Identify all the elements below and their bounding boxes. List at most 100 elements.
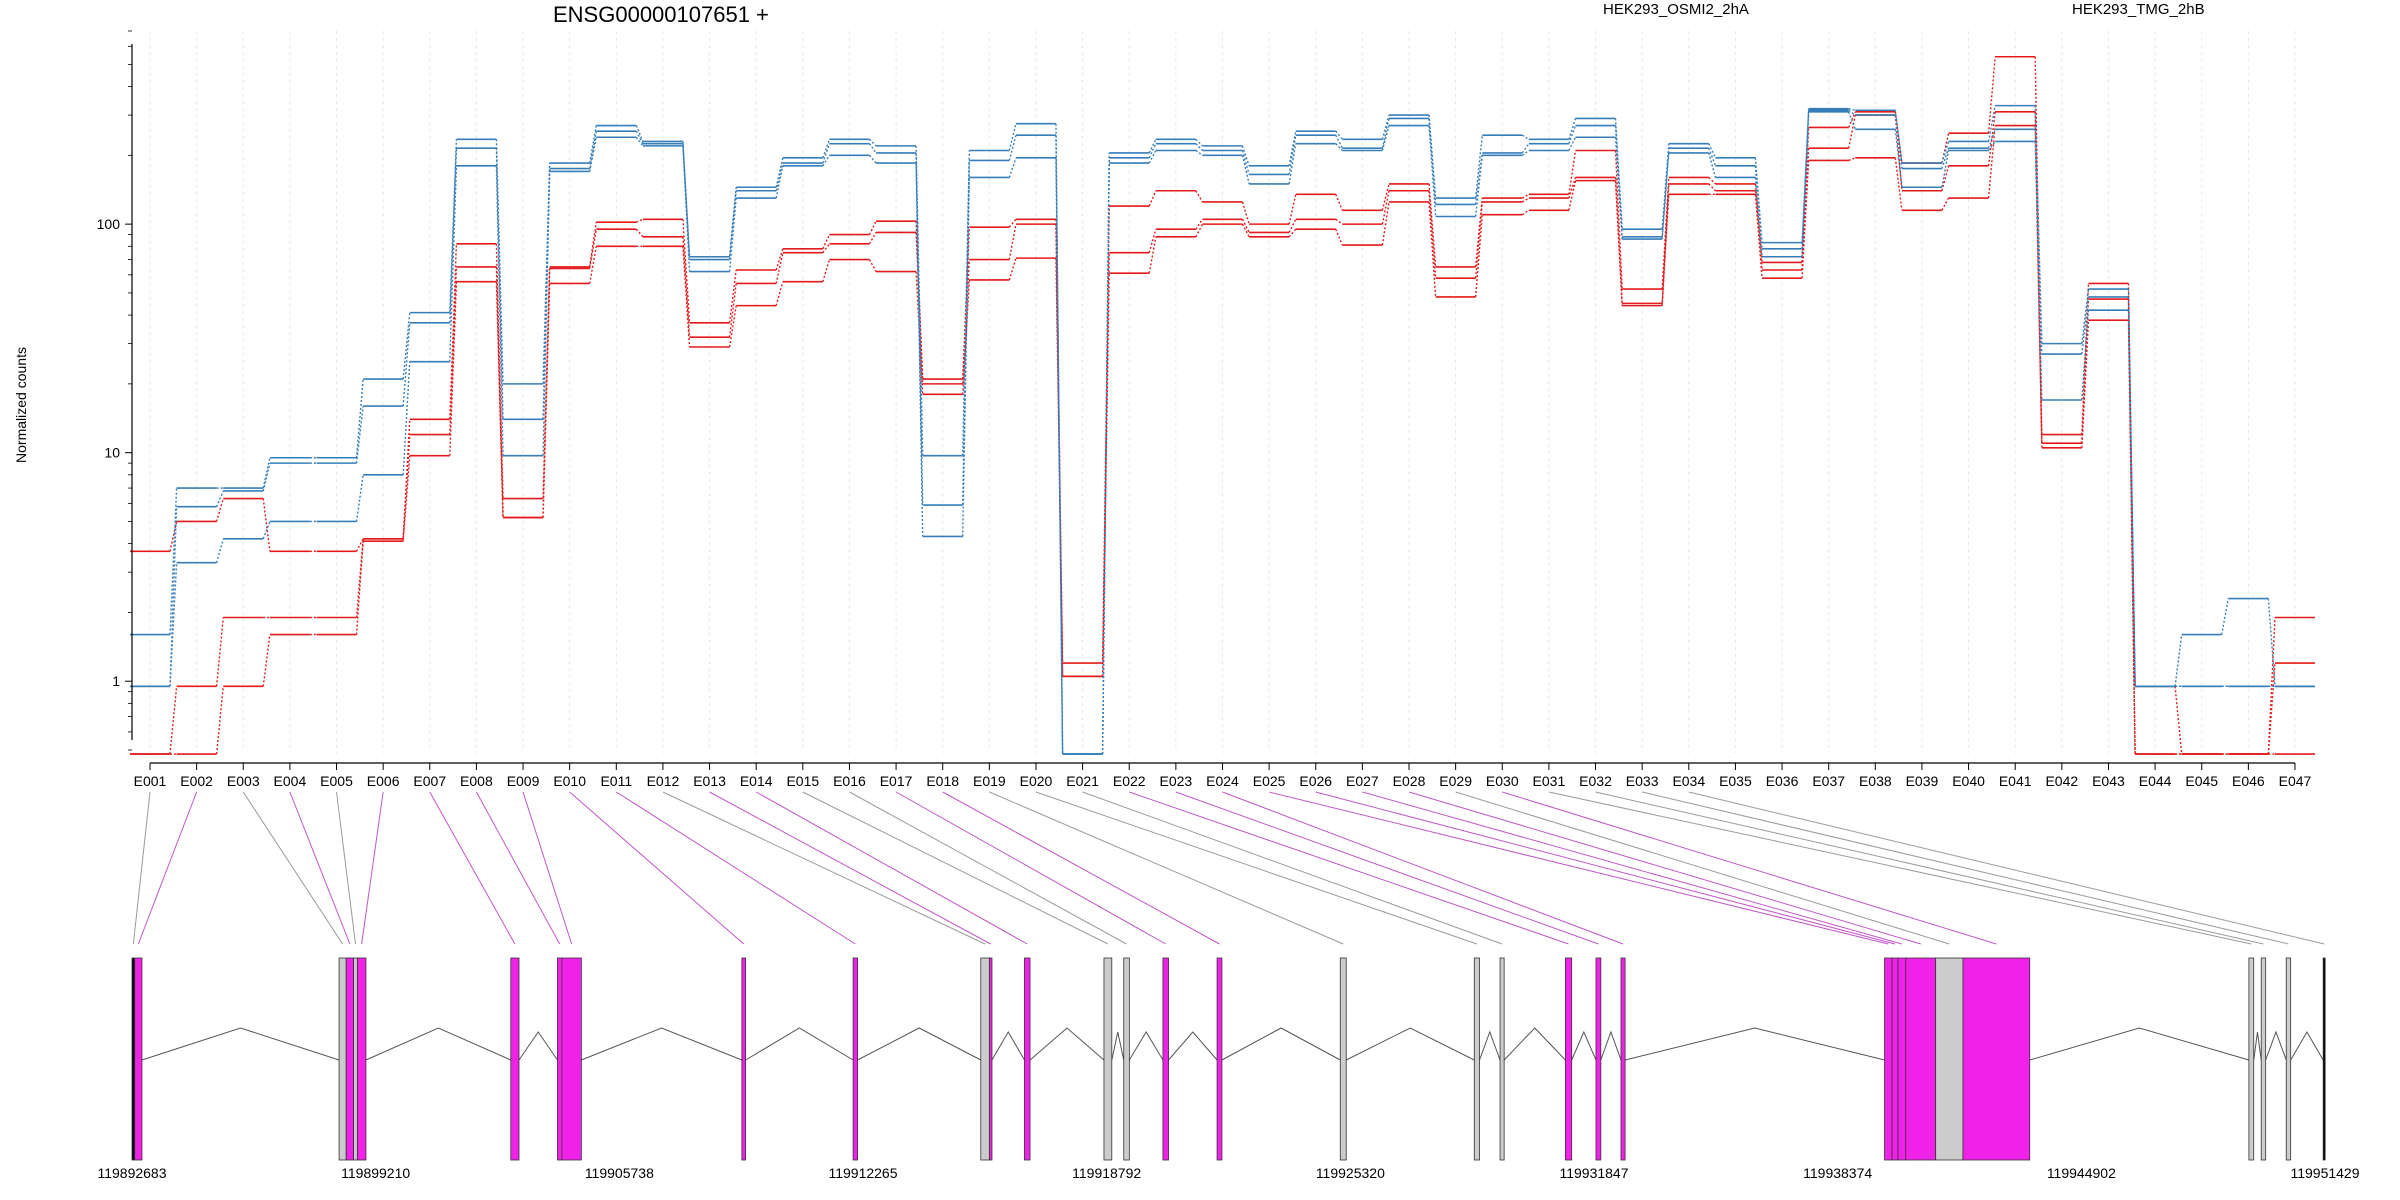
- x-tick-label-E045: E045: [2185, 773, 2218, 789]
- series-connector: [2221, 598, 2230, 635]
- x-tick-label-E012: E012: [647, 773, 680, 789]
- series-connector: [1987, 125, 1996, 199]
- series-connector: [355, 541, 364, 635]
- intron: [1168, 1031, 1218, 1061]
- series-connector: [2127, 310, 2136, 687]
- series-connector: [822, 234, 831, 250]
- series-connector: [262, 521, 271, 540]
- series-connector: [1428, 125, 1437, 217]
- x-tick-label-E044: E044: [2139, 773, 2172, 789]
- exon-connector: [616, 791, 856, 945]
- exon-connector: [361, 791, 384, 945]
- exon-block: [2322, 957, 2326, 1161]
- series-connector: [1241, 145, 1250, 167]
- exon-block: [1216, 957, 1223, 1161]
- series-connector: [1614, 137, 1623, 240]
- intron: [581, 1027, 743, 1061]
- series-connector: [215, 686, 224, 755]
- x-tick-label-E031: E031: [1533, 773, 1566, 789]
- series-connector: [1241, 155, 1250, 185]
- series-connector: [635, 228, 644, 238]
- series-connector: [1335, 228, 1344, 246]
- exon-block: [1891, 957, 1899, 1161]
- series-connector: [728, 198, 737, 272]
- x-tick-label-E025: E025: [1253, 773, 1286, 789]
- series-connector: [1848, 108, 1856, 111]
- series-connector: [1288, 131, 1297, 166]
- exon-block: [980, 957, 990, 1161]
- series-connector: [2081, 288, 2090, 344]
- series-connector: [635, 125, 644, 142]
- series-connector: [1288, 218, 1297, 233]
- exon-connector: [989, 791, 1344, 945]
- x-tick-label-E035: E035: [1719, 773, 1752, 789]
- series-connector: [775, 165, 784, 199]
- exon-connector: [522, 791, 573, 945]
- exon-connector: [1315, 791, 1896, 945]
- exon-connector: [1548, 791, 2252, 945]
- series-connector: [1941, 197, 1950, 211]
- series-connector: [169, 686, 178, 755]
- x-tick-label-E022: E022: [1113, 773, 1146, 789]
- series-connector: [1474, 201, 1483, 279]
- intron: [1479, 1030, 1501, 1061]
- series-connector: [868, 259, 877, 272]
- series-connector: [2267, 663, 2276, 755]
- series-connector: [1521, 209, 1530, 216]
- x-tick-label-E021: E021: [1066, 773, 1099, 789]
- series-connector: [262, 457, 271, 489]
- series-connector: [402, 322, 411, 407]
- series-connector: [355, 378, 364, 458]
- x-tick-label-E002: E002: [180, 773, 213, 789]
- series-connector: [1195, 138, 1203, 147]
- series-connector: [1195, 149, 1203, 156]
- exon-connector: [849, 791, 1127, 945]
- series-connector: [1381, 125, 1390, 151]
- series-connector: [2267, 598, 2276, 687]
- coordinate-label: 119944902: [2047, 1165, 2116, 1181]
- x-tick-label-E037: E037: [1812, 773, 1845, 789]
- series-connector: [1941, 147, 1950, 169]
- intron: [365, 1027, 511, 1061]
- series-connector: [1614, 150, 1623, 290]
- series-connector: [1568, 150, 1577, 195]
- exon-connector: [942, 791, 1220, 945]
- series-connector: [1335, 130, 1343, 140]
- exon-block: [1564, 957, 1573, 1161]
- series-connector: [215, 490, 224, 508]
- series-connector: [2174, 686, 2183, 755]
- x-tick-label-E024: E024: [1206, 773, 1239, 789]
- x-tick-label-E020: E020: [1020, 773, 1053, 789]
- series-connector: [822, 243, 831, 254]
- series-connector: [1288, 143, 1297, 185]
- series-connector: [1987, 129, 1996, 149]
- exon-block: [1339, 957, 1347, 1161]
- x-tick-label-E011: E011: [600, 773, 632, 789]
- exon-connector: [1175, 791, 1599, 945]
- series-connector: [215, 538, 224, 563]
- intron: [1128, 1031, 1164, 1061]
- series-connector: [1101, 163, 1110, 755]
- series-connector: [2081, 310, 2090, 401]
- coordinate-label: 119918792: [1072, 1165, 1141, 1181]
- series-connector: [1335, 134, 1344, 149]
- coordinate-label: 119925320: [1316, 1165, 1385, 1181]
- intron: [518, 1031, 558, 1061]
- series-connector: [1474, 152, 1483, 205]
- exon-block: [1962, 957, 2031, 1161]
- x-tick-label-E001: E001: [134, 773, 167, 789]
- series-connector: [542, 171, 551, 456]
- x-tick-label-E030: E030: [1486, 773, 1519, 789]
- series-connector: [1614, 180, 1623, 306]
- exon-block: [1620, 957, 1626, 1161]
- exon-block: [1897, 957, 1907, 1161]
- series-connector: [1335, 218, 1343, 225]
- x-tick-label-E014: E014: [740, 773, 773, 789]
- series-connector: [588, 137, 597, 172]
- series-connector: [1568, 180, 1577, 211]
- y-axis-label: Normalized counts: [13, 347, 29, 463]
- x-tick-label-E003: E003: [227, 773, 260, 789]
- exon-connector: [429, 791, 516, 945]
- exon-block: [2260, 957, 2267, 1161]
- intron: [745, 1027, 854, 1061]
